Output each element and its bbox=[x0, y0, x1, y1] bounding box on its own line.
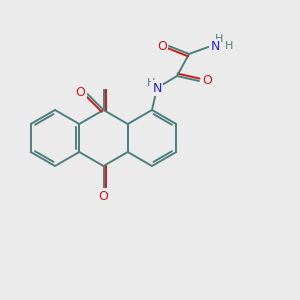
Text: O: O bbox=[76, 85, 85, 98]
Text: N: N bbox=[210, 40, 220, 53]
Text: O: O bbox=[202, 74, 212, 88]
Text: N: N bbox=[152, 82, 162, 94]
Text: O: O bbox=[99, 190, 108, 202]
Text: H: H bbox=[147, 78, 155, 88]
Text: H: H bbox=[225, 41, 233, 51]
Text: O: O bbox=[157, 40, 167, 52]
Text: H: H bbox=[215, 34, 223, 44]
